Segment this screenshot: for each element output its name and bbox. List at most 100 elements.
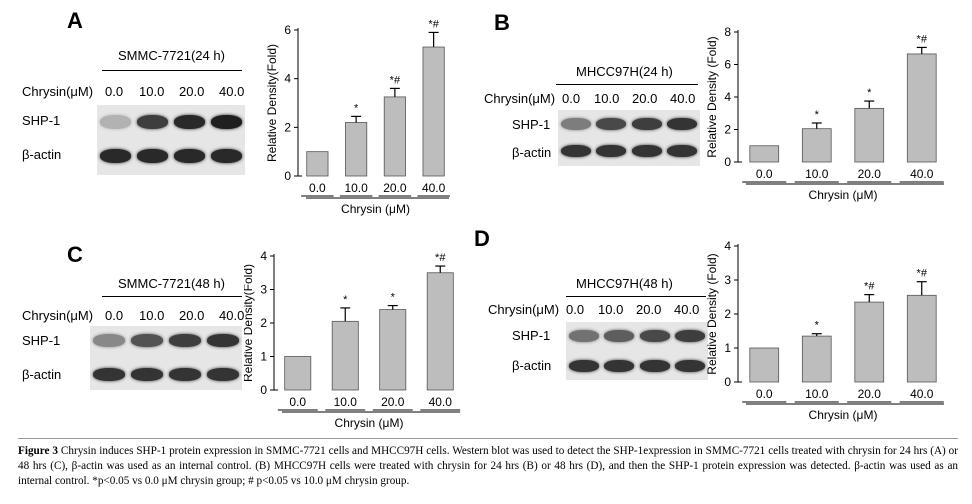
y-tick-label: 2 xyxy=(284,120,291,134)
significance-label: * xyxy=(354,102,359,114)
condition-row: Chrysin(μM) 0.0 10.0 20.0 40.0 xyxy=(484,91,695,106)
x-tick-label: 20.0 xyxy=(383,181,407,195)
bar xyxy=(306,151,329,177)
blot-band xyxy=(675,360,706,372)
dose-label: 0.0 xyxy=(566,302,585,317)
western-blot-image xyxy=(97,105,245,175)
figure-caption: Figure 3 Chrysin induces SHP-1 protein e… xyxy=(18,444,958,489)
caption-separator xyxy=(18,438,958,439)
bar xyxy=(345,122,368,177)
bar-chart-d: 0 1 2 3 4 Relative Density (Fold) 0.0 * 10.0 *# 20… xyxy=(705,239,944,422)
blot-band xyxy=(560,145,591,157)
dose-label: 0.0 xyxy=(105,308,124,323)
actin-band-row xyxy=(90,368,242,381)
panel-letter: B xyxy=(494,10,510,35)
y-axis-label: Relative Density(Fold) xyxy=(244,264,255,382)
y-tick-label: 1 xyxy=(260,350,267,364)
blot-band xyxy=(93,368,125,381)
y-tick-label: 3 xyxy=(260,283,267,297)
x-tick-label: 20.0 xyxy=(858,167,882,181)
bar xyxy=(801,128,832,163)
shp1-row-label: SHP-1 xyxy=(512,328,551,343)
dose-label: 10.0 xyxy=(598,302,624,317)
dose-label: 20.0 xyxy=(179,84,205,99)
y-tick-label: 8 xyxy=(724,25,731,39)
blot-band xyxy=(173,115,206,129)
blot-band xyxy=(210,149,243,163)
blot-band xyxy=(631,118,662,130)
dose-label: 40.0 xyxy=(674,302,700,317)
x-tick-label: 0.0 xyxy=(289,395,306,409)
caption-label: Figure 3 xyxy=(18,445,58,457)
blot-band xyxy=(131,334,163,347)
y-tick-label: 6 xyxy=(284,23,291,37)
actin-row-label: β-actin xyxy=(512,358,552,373)
dose-label: 20.0 xyxy=(632,91,658,106)
dose-label: 0.0 xyxy=(562,91,581,106)
actin-row-label: β-actin xyxy=(22,367,62,382)
dose-label: 20.0 xyxy=(179,308,205,323)
x-tick-label: 10.0 xyxy=(334,395,358,409)
significance-label: *# xyxy=(864,281,875,293)
y-tick-label: 4 xyxy=(724,90,731,104)
y-tick-label: 2 xyxy=(724,123,731,137)
blot-band xyxy=(596,118,627,130)
panel-letter: D xyxy=(474,226,490,251)
blot-title-rule xyxy=(102,296,242,297)
x-tick-label: 10.0 xyxy=(805,387,829,401)
blot-band xyxy=(667,145,698,157)
x-tick-label: 20.0 xyxy=(381,395,405,409)
y-tick-label: 3 xyxy=(724,273,731,287)
x-axis-label: Chrysin (μM) xyxy=(341,202,410,216)
y-tick-label: 2 xyxy=(260,316,267,330)
significance-label: * xyxy=(391,292,396,304)
blot-band xyxy=(99,149,132,163)
shp1-band-row xyxy=(566,330,708,342)
x-tick-label: 0.0 xyxy=(309,181,326,195)
y-axis-label: Relative Density (Fold) xyxy=(705,253,719,374)
blot-title: SMMC-7721(24 h) xyxy=(118,48,225,63)
blot-title-rule xyxy=(102,70,242,71)
panel-letter: C xyxy=(67,242,83,267)
actin-row-label: β-actin xyxy=(512,145,552,160)
condition-label: Chrysin(μM) xyxy=(484,91,556,106)
western-blot-image xyxy=(558,110,700,166)
blot-band xyxy=(568,360,599,372)
shp1-row-label: SHP-1 xyxy=(512,117,551,132)
blot-band xyxy=(596,145,627,157)
x-tick-label: 0.0 xyxy=(756,387,773,401)
significance-label: * xyxy=(867,87,872,99)
y-axis-label: Relative Density (Fold) xyxy=(705,36,719,157)
blot-title: MHCC97H(48 h) xyxy=(576,276,673,291)
bar xyxy=(854,107,885,163)
x-tick-label: 40.0 xyxy=(910,387,934,401)
condition-label: Chrysin(μM) xyxy=(22,308,94,323)
actin-band-row xyxy=(566,360,708,372)
x-tick-label: 20.0 xyxy=(858,387,882,401)
dose-label: 10.0 xyxy=(139,308,165,323)
bar-chart-b: 0 2 4 6 8 Relative Density (Fold) 0.0 * 10.0 * 20.… xyxy=(705,25,944,202)
blot-band xyxy=(631,145,662,157)
blot-band xyxy=(207,334,239,347)
bar xyxy=(422,46,445,177)
bar xyxy=(854,301,885,383)
y-tick-label: 0 xyxy=(724,375,731,389)
dose-label: 10.0 xyxy=(594,91,620,106)
actin-band-row xyxy=(97,149,245,163)
x-tick-label: 40.0 xyxy=(422,181,446,195)
blot-band xyxy=(136,115,169,129)
blot-band xyxy=(639,330,670,342)
bar xyxy=(906,294,937,383)
significance-label: * xyxy=(815,320,820,332)
y-tick-label: 4 xyxy=(260,249,267,263)
dose-label: 40.0 xyxy=(670,91,696,106)
y-tick-label: 0 xyxy=(260,383,267,397)
bar xyxy=(749,347,780,383)
y-tick-label: 4 xyxy=(284,72,291,86)
shp1-band-row xyxy=(97,115,245,129)
y-axis-label: Relative Density(Fold) xyxy=(265,44,279,162)
blot-band xyxy=(604,330,635,342)
blot-band xyxy=(604,360,635,372)
x-tick-label: 40.0 xyxy=(429,395,453,409)
shp1-band-row xyxy=(558,118,700,130)
